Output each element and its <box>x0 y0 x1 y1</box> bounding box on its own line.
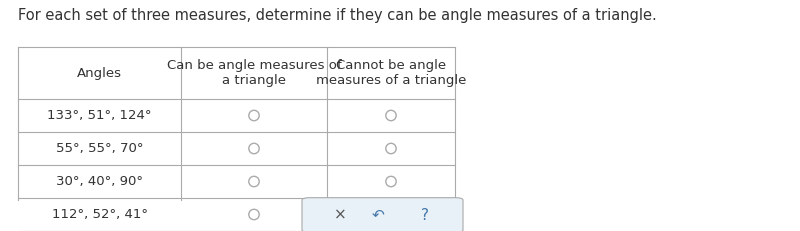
Text: 112°, 52°, 41°: 112°, 52°, 41° <box>51 208 147 221</box>
Text: ↶: ↶ <box>372 207 384 222</box>
Text: Can be angle measures of
a triangle: Can be angle measures of a triangle <box>166 59 342 87</box>
Text: For each set of three measures, determine if they can be angle measures of a tri: For each set of three measures, determin… <box>18 8 657 23</box>
Text: ×: × <box>334 207 346 222</box>
Text: Cannot be angle
measures of a triangle: Cannot be angle measures of a triangle <box>316 59 466 87</box>
Text: 55°, 55°, 70°: 55°, 55°, 70° <box>56 142 143 155</box>
Text: 133°, 51°, 124°: 133°, 51°, 124° <box>47 109 152 122</box>
Text: ?: ? <box>421 207 429 222</box>
Text: Angles: Angles <box>77 67 122 79</box>
Text: 30°, 40°, 90°: 30°, 40°, 90° <box>56 175 143 188</box>
